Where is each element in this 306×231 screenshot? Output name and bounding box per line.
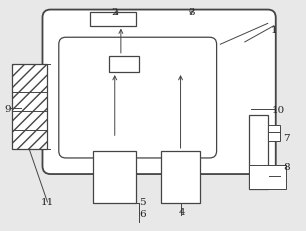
Bar — [161, 151, 200, 203]
Text: 2: 2 — [111, 8, 118, 17]
Bar — [109, 57, 139, 73]
Bar — [93, 151, 136, 203]
Text: 6: 6 — [139, 209, 146, 218]
Text: 11: 11 — [41, 198, 54, 207]
Bar — [249, 116, 268, 189]
FancyBboxPatch shape — [43, 11, 276, 174]
Text: 9: 9 — [4, 104, 11, 113]
Bar — [249, 165, 286, 189]
Text: 1: 1 — [271, 26, 277, 34]
Bar — [90, 13, 136, 27]
FancyBboxPatch shape — [59, 38, 217, 158]
Text: 8: 8 — [283, 162, 289, 171]
Text: 4: 4 — [179, 207, 185, 216]
Text: 7: 7 — [283, 133, 289, 142]
Text: 5: 5 — [139, 198, 146, 207]
Bar — [12, 65, 47, 149]
Text: 3: 3 — [188, 8, 195, 17]
Text: 10: 10 — [272, 105, 285, 114]
Bar — [268, 126, 280, 141]
